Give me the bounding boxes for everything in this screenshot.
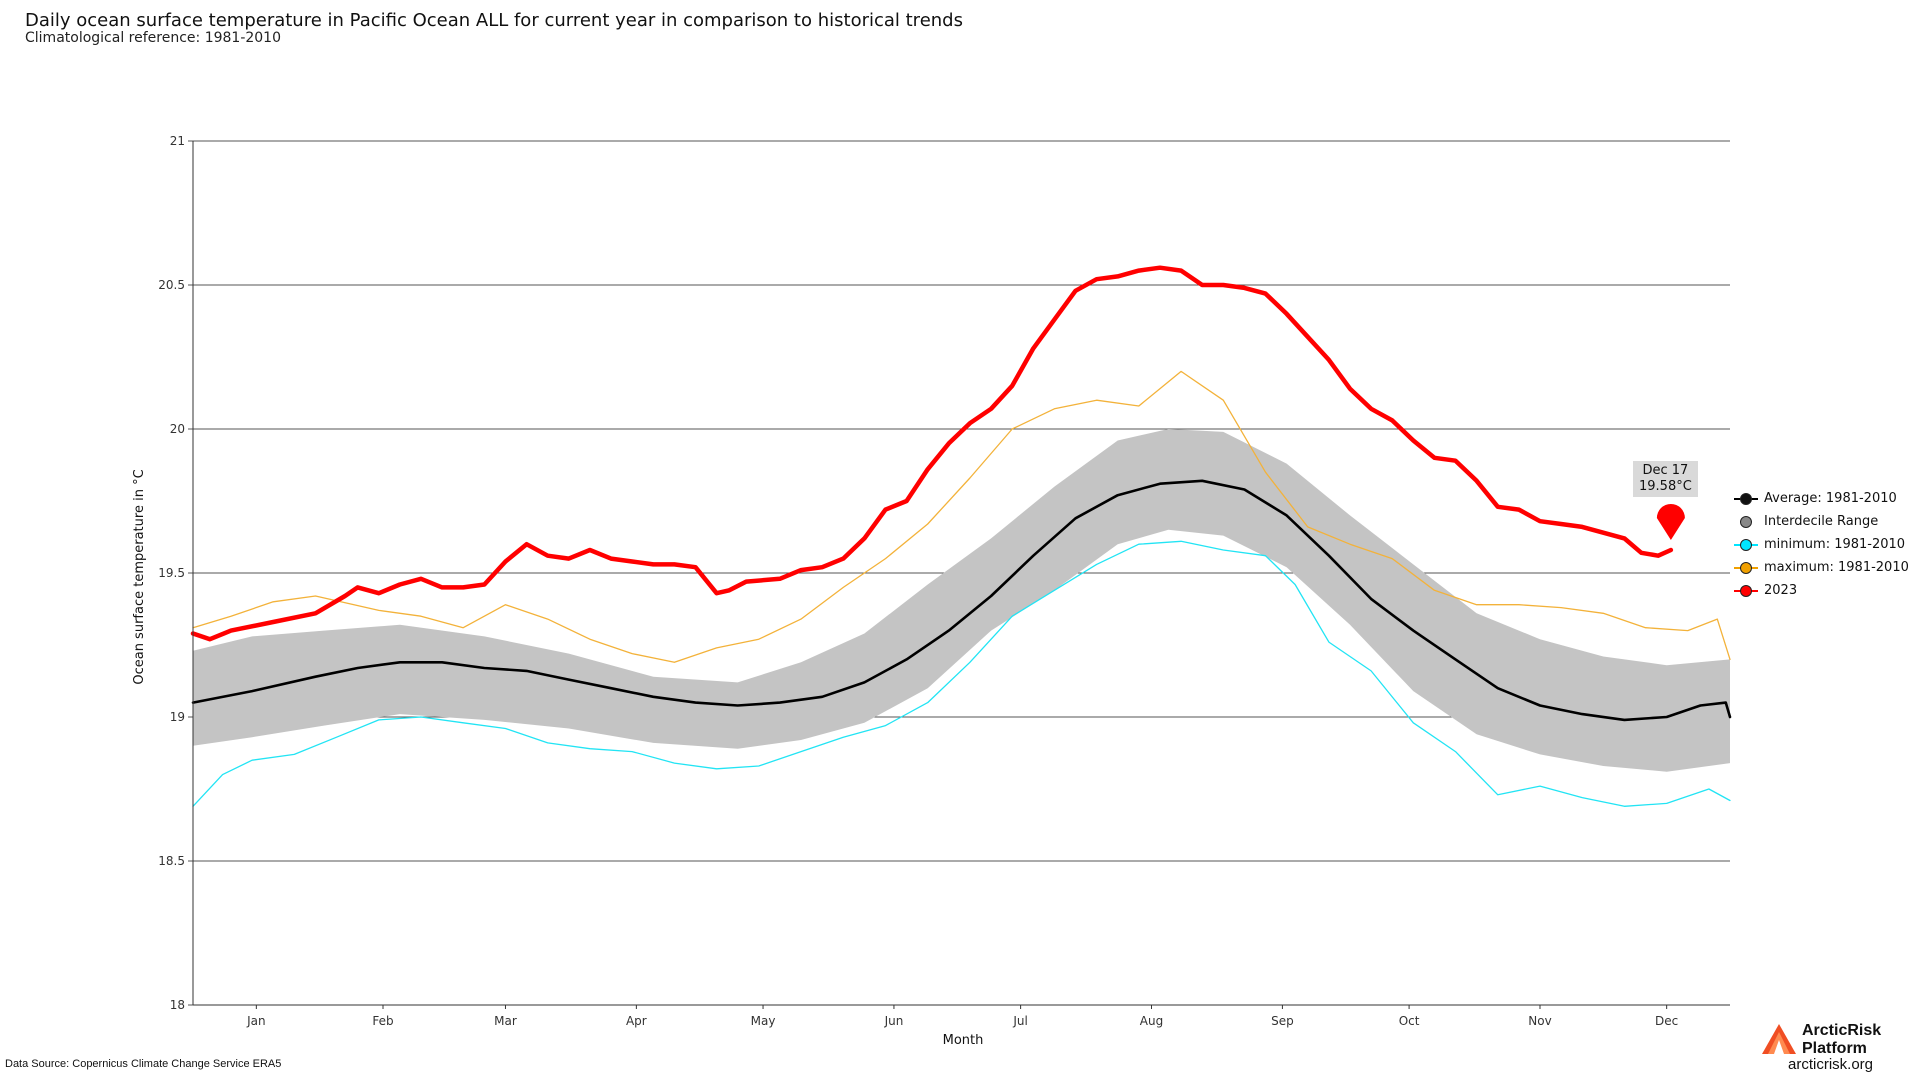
chart-title: Daily ocean surface temperature in Pacif… xyxy=(25,10,963,31)
x-tick-label: Aug xyxy=(1140,1014,1163,1028)
arcticrisk-logo-icon xyxy=(1762,1024,1796,1054)
legend-label-average: Average: 1981-2010 xyxy=(1764,491,1897,506)
legend-item-average[interactable]: Average: 1981-2010 xyxy=(1734,487,1909,510)
x-tick-label: Nov xyxy=(1528,1014,1551,1028)
legend-swatch-interdecile xyxy=(1734,515,1758,529)
brand-name-line2: Platform xyxy=(1802,1040,1867,1057)
brand-url: arcticrisk.org xyxy=(1788,1056,1874,1073)
y-tick-label: 21 xyxy=(170,134,185,148)
legend-item-2023[interactable]: 2023 xyxy=(1734,579,1909,602)
brand-logo[interactable]: ArcticRisk Platform arcticrisk.org xyxy=(1760,1020,1900,1073)
x-tick-label: Oct xyxy=(1399,1014,1420,1028)
x-tick-label: May xyxy=(751,1014,776,1028)
legend-item-maximum[interactable]: maximum: 1981-2010 xyxy=(1734,556,1909,579)
y-tick-label: 19.5 xyxy=(158,566,185,580)
data-source: Data Source: Copernicus Climate Change S… xyxy=(5,1058,282,1070)
legend-item-interdecile[interactable]: Interdecile Range xyxy=(1734,510,1909,533)
legend-item-minimum[interactable]: minimum: 1981-2010 xyxy=(1734,533,1909,556)
maximum-line xyxy=(192,370,1731,663)
x-tick-label: Feb xyxy=(372,1014,393,1028)
y-tick-label: 19 xyxy=(170,710,185,724)
tooltip-value: 19.58°C xyxy=(1639,479,1692,494)
series-layer xyxy=(190,265,1732,807)
x-tick-label: Dec xyxy=(1655,1014,1678,1028)
x-tick-label: Jul xyxy=(1012,1014,1027,1028)
interdecile-band xyxy=(193,429,1730,772)
brand-name-line1: ArcticRisk xyxy=(1802,1022,1882,1039)
x-tick-label: Apr xyxy=(626,1014,647,1028)
average-line xyxy=(191,479,1732,722)
legend-label-minimum: minimum: 1981-2010 xyxy=(1764,537,1906,552)
x-tick-label: Jun xyxy=(884,1014,904,1028)
y-tick-label: 20.5 xyxy=(158,278,185,292)
minimum-line xyxy=(192,540,1731,807)
x-axis-label: Month xyxy=(943,1033,984,1048)
legend-swatch-minimum xyxy=(1734,538,1758,552)
y-tick-label: 18 xyxy=(170,998,185,1012)
x-tick-label: Jan xyxy=(246,1014,266,1028)
legend-label-interdecile: Interdecile Range xyxy=(1764,514,1879,529)
x-tick-label: Mar xyxy=(494,1014,517,1028)
legend-swatch-2023 xyxy=(1734,584,1758,598)
current-year-line xyxy=(190,265,1674,642)
y-axis-label: Ocean surface temperature in °C xyxy=(132,469,147,684)
legend: Average: 1981-2010 Interdecile Range min… xyxy=(1734,487,1909,602)
value-tooltip: Dec 17 19.58°C xyxy=(1633,461,1698,497)
chart-subtitle: Climatological reference: 1981-2010 xyxy=(25,30,281,46)
legend-label-maximum: maximum: 1981-2010 xyxy=(1764,560,1909,575)
legend-label-2023: 2023 xyxy=(1764,583,1798,598)
marker-pin-icon xyxy=(1656,503,1685,540)
x-tick-label: Sep xyxy=(1271,1014,1294,1028)
legend-swatch-maximum xyxy=(1734,561,1758,575)
axes-layer: 18 18.5 19 19.5 20 20.5 21 Jan Feb Mar Apr May Jun Ju… xyxy=(158,134,1730,1028)
y-tick-label: 20 xyxy=(170,422,185,436)
y-tick-label: 18.5 xyxy=(158,854,185,868)
current-value-marker[interactable] xyxy=(1656,503,1685,540)
tooltip-date: Dec 17 xyxy=(1642,463,1689,478)
legend-swatch-average xyxy=(1734,492,1758,506)
